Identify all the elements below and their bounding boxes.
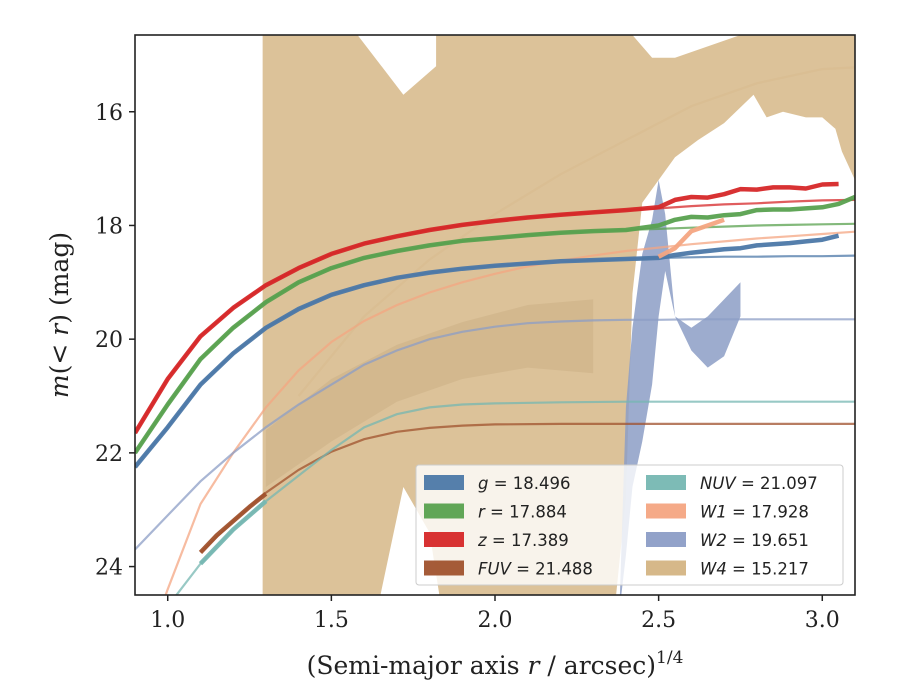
- legend-label-fuv: FUV = 21.488: [478, 560, 593, 579]
- legend-label-nuv: NUV = 21.097: [700, 474, 818, 493]
- data-curve-g: [135, 233, 840, 469]
- w2-uncertainty-band: [619, 179, 741, 595]
- legend-swatch-w1: [646, 503, 686, 519]
- legend-label-w1: W1 = 17.928: [700, 503, 809, 522]
- data-curve-w1: [657, 217, 725, 259]
- legend-label-g: g = 18.496: [478, 474, 571, 493]
- model-curve-w4: [297, 66, 855, 397]
- legend-swatch-fuv: [424, 560, 464, 576]
- model-curve-w1: [164, 230, 855, 595]
- data-curve-r: [135, 194, 855, 455]
- y-tick-label: 24: [95, 556, 123, 581]
- model-curve-w2: [135, 318, 855, 551]
- legend-label-w2: W2 = 19.651: [700, 531, 809, 550]
- y-axis-label: m(< r) (mag): [45, 232, 74, 398]
- legend-swatch-nuv: [646, 475, 686, 490]
- legend-swatch-w2: [646, 532, 686, 547]
- model-curve-fuv: [199, 422, 855, 554]
- y-tick-label: 18: [95, 214, 123, 239]
- legend-swatch-w4: [646, 560, 686, 576]
- legend-label-r: r = 17.884: [478, 503, 567, 522]
- x-tick-label: 1.0: [150, 608, 185, 633]
- data-curve-nuv: [198, 499, 268, 566]
- data-curve-z: [135, 181, 839, 435]
- legend-box: [415, 464, 844, 586]
- x-tick-label: 2.5: [641, 608, 676, 633]
- w4-uncertainty-band: [262, 35, 855, 595]
- legend-swatch-z: [424, 532, 464, 547]
- y-tick-label: 20: [95, 328, 123, 353]
- y-tick-label: 22: [95, 442, 123, 467]
- legend-label-w4: W4 = 15.217: [700, 560, 809, 579]
- x-axis-label: (Semi-major axis r / arcsec)1/4: [307, 648, 684, 680]
- legend-label-z: z = 17.389: [477, 531, 569, 550]
- y-tick-label: 16: [95, 101, 123, 126]
- plot-area: [135, 35, 855, 595]
- legend-swatch-g: [424, 475, 464, 490]
- w2-model-band: [265, 299, 594, 487]
- x-tick-label: 1.5: [314, 608, 349, 633]
- data-curve-fuv: [198, 492, 268, 554]
- x-tick-label: 2.0: [478, 608, 513, 633]
- x-tick-label: 3.0: [805, 608, 840, 633]
- legend-swatch-r: [424, 503, 464, 519]
